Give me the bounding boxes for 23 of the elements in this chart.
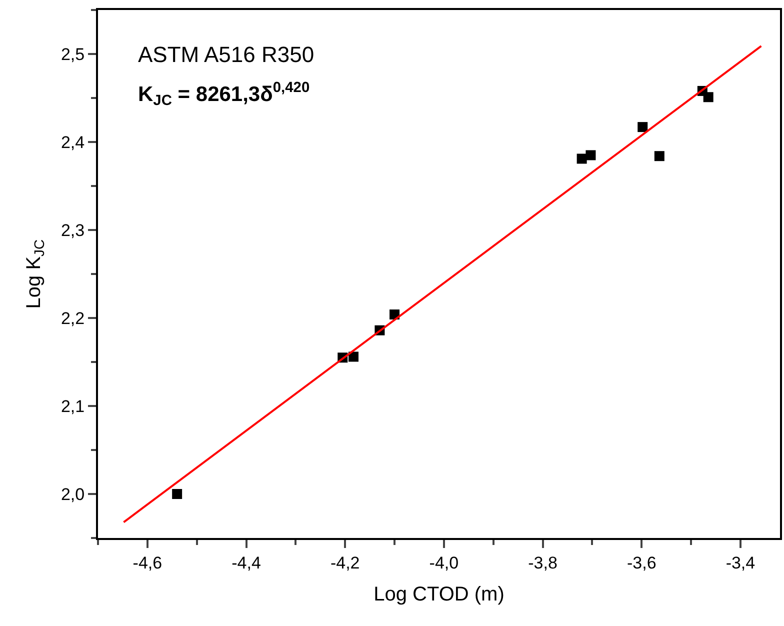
point (703, 92, 714, 102)
y-tick-label: 2,5 (60, 44, 85, 64)
point (638, 122, 648, 132)
x-tick-label: -4,4 (232, 553, 261, 572)
x-tick-label: -3,8 (528, 553, 558, 572)
point (654, 151, 664, 162)
y-tick-label: 2,2 (60, 308, 85, 328)
point (348, 352, 358, 362)
y-tick-label: 2,0 (60, 484, 85, 504)
x-tick-label: -4,6 (132, 553, 162, 572)
x-tick-label: -3,6 (626, 553, 656, 572)
point (586, 150, 596, 160)
y-tick-label: 2,3 (60, 220, 85, 240)
x-tick-label: -4,0 (429, 553, 459, 572)
y-tick-label: 2,1 (60, 396, 85, 416)
x-tick-label: -4,2 (330, 553, 360, 572)
annotation: ASTM A516 R350 (138, 42, 314, 67)
point (172, 489, 182, 499)
x-tick-label: -3,4 (726, 553, 756, 572)
point (576, 154, 587, 164)
y-tick-label: 2,4 (60, 132, 85, 152)
annotation: K$_{JC}$ = 8261,3δ$^{0,420}$ (138, 80, 310, 110)
x-axis-title: Log CTOD (m) (374, 583, 504, 606)
